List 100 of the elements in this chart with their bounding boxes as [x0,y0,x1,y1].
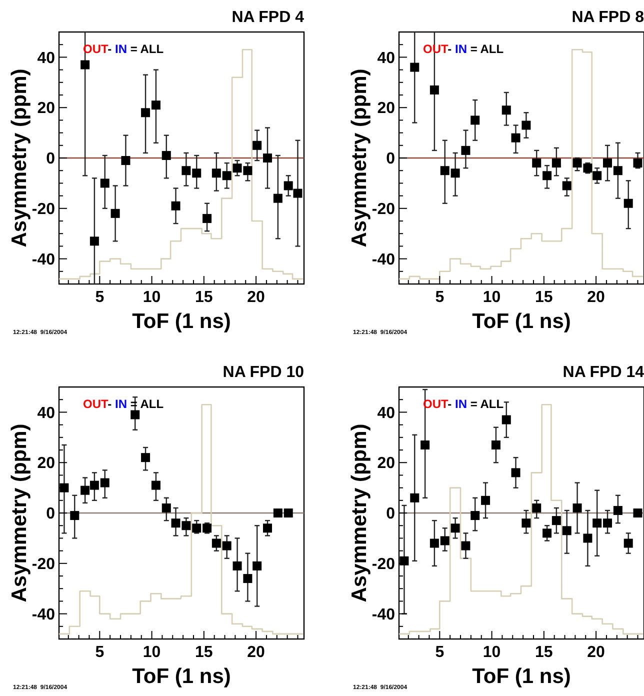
point [80,486,90,495]
point [470,511,480,520]
point [624,538,633,548]
point [542,171,552,180]
y-tick-label: -40 [372,606,396,624]
x-tick-label: 10 [482,289,501,306]
point [222,171,232,180]
point [430,538,439,548]
point [410,62,420,72]
point [182,521,191,530]
annotation: = ALL [127,42,164,56]
y-tick-label: 40 [37,50,56,67]
x-tick-label: 20 [587,289,606,306]
y-tick-label: -40 [32,606,56,624]
annotation: - [448,42,456,56]
x-axis-title: ToF (1 ns) [132,665,231,688]
point [110,208,120,218]
y-tick-label: 40 [377,404,396,422]
y-tick-label: 0 [46,506,56,523]
point [273,508,282,518]
chart-title: NA FPD 10 [222,364,304,381]
point [502,415,511,424]
point [192,168,202,178]
y-axis-title: Asymmetry (ppm) [8,424,31,602]
point [243,166,252,176]
point [511,133,520,142]
y-axis-title: Asymmetry (ppm) [348,68,371,248]
point [542,528,552,538]
point [522,120,531,130]
x-tick-label: 5 [95,289,104,306]
y-tick-label: 20 [37,100,56,118]
point [202,214,212,223]
y-tick-label: -20 [372,201,396,218]
point [243,574,252,584]
point [263,524,272,533]
point [222,541,232,550]
point [171,518,180,528]
chart-title: NA FPD 14 [562,364,644,381]
x-tick-label: 15 [535,644,553,661]
point [552,158,561,168]
annotation: = ALL [467,397,504,411]
point [592,518,602,528]
x-tick-label: 20 [247,644,266,661]
point [532,503,542,512]
annotation: IN [115,42,128,56]
point [491,440,500,450]
point [603,518,612,528]
point [273,194,282,203]
x-tick-label: 10 [142,644,161,661]
point [252,140,262,150]
point [562,526,572,536]
point [60,483,69,492]
point [440,166,450,176]
point [141,453,150,462]
point [232,164,242,173]
x-tick-label: 10 [142,289,161,306]
y-tick-label: 20 [37,455,56,472]
y-tick-label: -20 [32,556,56,573]
point [252,561,262,570]
point [450,524,460,533]
y-tick-label: -40 [372,251,396,268]
x-tick-label: 15 [195,289,213,306]
annotation: OUT [83,397,109,411]
point [522,518,531,528]
point [263,154,272,162]
point [440,536,450,546]
point [572,158,582,168]
point [141,108,150,118]
y-tick-label: 40 [37,404,56,422]
point [410,493,420,502]
x-axis-title: ToF (1 ns) [132,310,231,333]
point [450,168,460,178]
y-tick-label: -20 [32,201,56,218]
point [121,156,130,166]
point [182,166,191,176]
point [461,146,470,155]
point [80,60,90,70]
annotation: IN [115,397,128,411]
x-axis-title: ToF (1 ns) [472,665,571,688]
x-tick-label: 15 [535,289,553,306]
y-tick-label: 40 [377,50,396,67]
point [552,516,561,526]
point [212,538,221,548]
x-tick-label: 5 [435,289,444,306]
point [583,534,592,543]
annotation: - [108,42,116,56]
chart-title: NA FPD 4 [232,9,304,26]
y-axis-title: Asymmetry (ppm) [348,424,371,602]
point [420,440,430,450]
point [470,116,480,125]
point [511,468,520,478]
point [212,168,221,178]
y-axis-title: Asymmetry (ppm) [8,68,31,248]
point [100,478,110,488]
point [624,198,633,208]
point [90,236,99,246]
point [562,181,572,190]
point [430,85,439,94]
y-tick-label: -40 [32,251,56,268]
point [162,503,171,512]
